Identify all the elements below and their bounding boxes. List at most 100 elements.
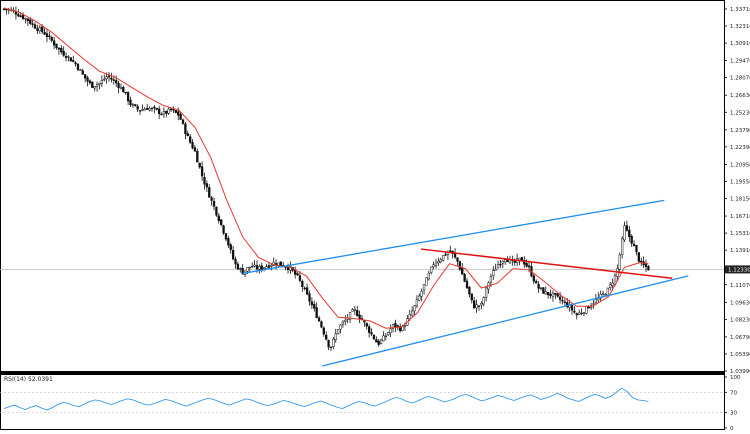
candle-body (370, 332, 373, 335)
candle-body (375, 339, 378, 343)
candle-body (389, 328, 392, 334)
candle-body (79, 69, 82, 71)
candle-body (172, 109, 175, 111)
candle-body (496, 264, 500, 269)
candle-body (408, 314, 411, 319)
candle-body (635, 245, 638, 253)
rsi-title: RSI(14) 52.0391 (4, 376, 53, 383)
candle-body (325, 334, 328, 340)
candle-body (611, 282, 614, 286)
candle-body (33, 24, 37, 29)
candle-body (241, 268, 244, 275)
candle-body (210, 197, 213, 201)
candle-body (227, 238, 230, 246)
candle-body (60, 47, 63, 53)
candle-body (558, 296, 562, 300)
candle-body (420, 290, 423, 297)
candle-body (437, 261, 440, 264)
candle-body (537, 284, 540, 289)
candle-body (67, 56, 70, 58)
rsi-layer (0, 387, 724, 414)
candle-body (179, 114, 182, 120)
candle-body (184, 123, 187, 135)
candle-body (573, 310, 576, 313)
candle-body (563, 301, 567, 303)
candle-body (212, 201, 216, 207)
candle-body (482, 297, 485, 305)
price-tick-label: 1.16710 (730, 214, 750, 220)
candle-body (315, 307, 318, 318)
candle-body (107, 75, 111, 78)
candle-body (305, 287, 309, 295)
candle-body (399, 326, 402, 332)
candle-body (422, 284, 426, 291)
candle-body (499, 263, 502, 266)
candle-body (329, 346, 333, 348)
candle-body (153, 106, 156, 109)
candle-body (19, 15, 22, 17)
candle-body (458, 261, 462, 270)
candle-body (55, 43, 58, 48)
candle-body (410, 310, 414, 316)
candle-body (344, 319, 347, 322)
candle-body (174, 110, 177, 113)
candle-body (253, 264, 256, 267)
price-tick-label: 1.20950 (730, 162, 750, 168)
candle-body (594, 298, 598, 303)
candle-body (112, 79, 115, 81)
candle-body (248, 266, 251, 269)
candle-body (2, 8, 6, 10)
candle-body (255, 265, 259, 270)
candle-body (365, 323, 368, 327)
rsi-axis: 100 70 30 0 (724, 375, 741, 432)
candle-body (200, 166, 204, 177)
candle-body (62, 50, 65, 56)
candle-body (535, 281, 538, 284)
candle-body (473, 300, 476, 309)
candle-body (69, 57, 72, 62)
candle-body (126, 92, 130, 102)
channel-lower-line (322, 275, 689, 367)
price-tick-label: 1.13910 (730, 248, 750, 254)
candle-body (48, 35, 51, 37)
candle-body (296, 273, 299, 276)
candle-body (189, 136, 192, 143)
candle-body (134, 104, 137, 107)
candle-body (601, 293, 605, 295)
candle-body (115, 80, 118, 84)
price-tick-label: 1.05390 (730, 352, 750, 358)
candle-body (279, 261, 283, 266)
rsi-line (3, 387, 649, 411)
price-tick-label: 1.33710 (730, 7, 750, 13)
candle-body (320, 321, 323, 328)
candle-body (561, 300, 564, 302)
candle-body (239, 268, 242, 270)
candle-body (303, 287, 306, 290)
candle-body (26, 18, 30, 22)
candle-body (334, 333, 337, 341)
candle-body (143, 108, 146, 111)
candle-body (620, 238, 624, 255)
candle-body (539, 287, 543, 289)
candle-body (463, 273, 466, 282)
candle-body (604, 294, 607, 296)
candle-body (186, 133, 189, 137)
candle-body (57, 47, 61, 50)
candle-body (382, 335, 385, 342)
candle-body (124, 91, 127, 94)
candle-body (418, 295, 421, 301)
candle-body (160, 113, 163, 116)
current-price-label: 1.12330 (728, 267, 750, 273)
candle-body (215, 206, 218, 216)
candle-body (425, 277, 428, 286)
candle-body (131, 104, 135, 106)
candle-body (492, 270, 495, 277)
candle-body (222, 225, 225, 234)
candle-body (157, 108, 161, 115)
candle-body (403, 325, 407, 328)
candle-body (372, 334, 376, 340)
candle-body (484, 287, 488, 298)
candle-body (351, 309, 354, 312)
candle-body (167, 108, 170, 114)
